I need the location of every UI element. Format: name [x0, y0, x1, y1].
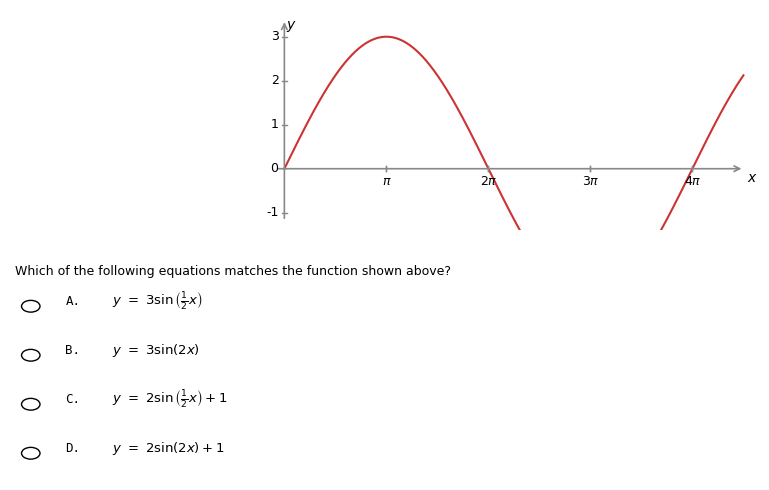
Text: Which of the following equations matches the function shown above?: Which of the following equations matches… — [15, 265, 451, 278]
Text: -1: -1 — [266, 206, 278, 219]
Text: $y \ = \ 2\sin(2x) + 1$: $y \ = \ 2\sin(2x) + 1$ — [112, 440, 224, 457]
Text: B.: B. — [65, 344, 81, 357]
Text: 1: 1 — [271, 118, 278, 131]
Text: 2: 2 — [271, 74, 278, 87]
Text: C.: C. — [65, 393, 81, 406]
Text: $y$: $y$ — [286, 19, 297, 34]
Text: $y \ = \ 3\sin\left(\frac{1}{2}x\right)$: $y \ = \ 3\sin\left(\frac{1}{2}x\right)$ — [112, 291, 202, 312]
Text: A.: A. — [65, 295, 81, 308]
Text: $π$: $π$ — [381, 175, 391, 188]
Text: $2π$: $2π$ — [480, 175, 498, 188]
Text: D.: D. — [65, 442, 81, 455]
Text: $4π$: $4π$ — [684, 175, 701, 188]
Text: $x$: $x$ — [747, 171, 757, 185]
Text: $y \ = \ 2\sin\left(\frac{1}{2}x\right) + 1$: $y \ = \ 2\sin\left(\frac{1}{2}x\right) … — [112, 389, 227, 410]
Text: 0: 0 — [271, 162, 278, 175]
Text: 3: 3 — [271, 30, 278, 43]
Text: $y \ = \ 3\sin(2x)$: $y \ = \ 3\sin(2x)$ — [112, 342, 199, 359]
Text: $3π$: $3π$ — [581, 175, 599, 188]
